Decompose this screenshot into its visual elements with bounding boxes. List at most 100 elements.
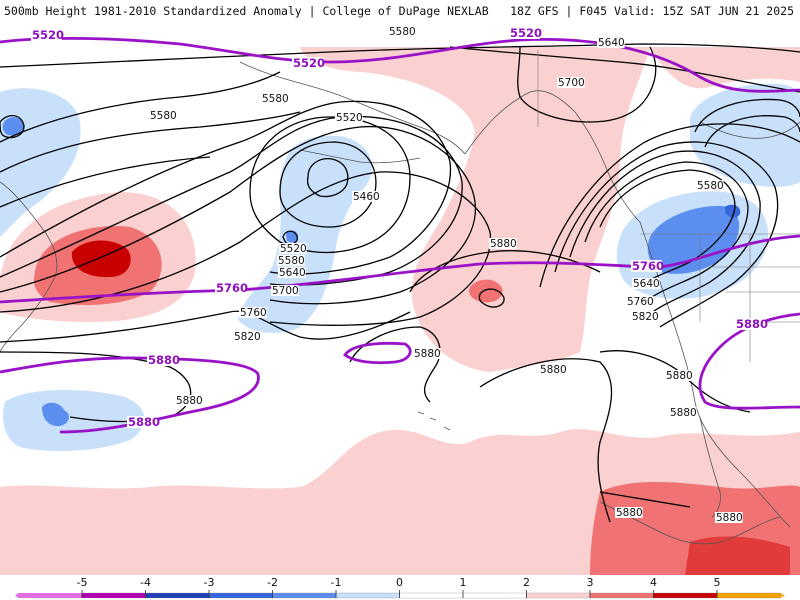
height-label-background [261, 93, 289, 104]
height-label-background [696, 180, 724, 191]
height-label-background [279, 243, 307, 254]
height-label: 5520 [336, 112, 363, 124]
height-label: 5880 [414, 348, 441, 360]
contour-hudson-low-2 [704, 115, 800, 148]
colorbar-segment [18, 593, 82, 598]
pos-anomaly-hudson [650, 47, 800, 89]
height-label: 5700 [558, 77, 585, 89]
positive-anomaly-shading [0, 47, 800, 575]
contour-5880-far-south [599, 491, 691, 508]
height-label-background [278, 267, 306, 278]
contour-ridge-5760 [554, 141, 779, 328]
height-label-background [413, 348, 441, 359]
colorbar-tick-label: 3 [587, 576, 594, 589]
contour-trough-5580 [0, 100, 452, 275]
contour-5700-alaska [517, 46, 657, 123]
contour-5580-bering [0, 71, 281, 143]
height-label: 5880 [666, 370, 693, 382]
coastline-west-coast [639, 221, 791, 528]
neg-anomaly-subtropical-core [42, 402, 69, 427]
coastline-siberia [239, 61, 466, 155]
height-label: 5820 [632, 311, 659, 323]
colorbar-ramp [15, 592, 785, 599]
contour-5580-north [0, 43, 800, 68]
highlight-height-label: 5760 [216, 281, 248, 295]
colorbar-segment [272, 592, 337, 599]
contour-5880-mid [409, 250, 601, 293]
anomaly-colorbar: -5 -4 -3 -2 -1 0 1 2 3 4 5 [0, 575, 800, 600]
highlight-label-background [147, 354, 178, 366]
coastline-kamchatka [0, 181, 58, 353]
contour-5880-pacific-high [349, 326, 441, 403]
colorbar-tick-label: 1 [460, 576, 467, 589]
contour-ridge-5640 [584, 161, 749, 303]
contour-ridge-5700 [569, 150, 761, 315]
coastline-aleutians [299, 149, 421, 164]
highlight-height-label: 5520 [293, 56, 325, 70]
height-contours [0, 43, 800, 523]
negative-anomaly-shading [0, 83, 800, 452]
height-label-background [271, 285, 299, 296]
highlight-label-background [631, 260, 662, 272]
colorbar-tick-label: -4 [140, 576, 151, 589]
colorbar-tick-label: 2 [523, 576, 530, 589]
contour-hudson-low [694, 98, 800, 133]
colorbar-segment [462, 592, 527, 599]
height-label: 5580 [389, 26, 416, 38]
height-label: 5580 [697, 180, 724, 192]
contour-5880-east [479, 358, 613, 523]
contour-ridge-5820 [539, 123, 800, 288]
height-label-background [615, 507, 643, 518]
height-label: 5640 [633, 278, 660, 290]
highlight-height-label: 5880 [148, 353, 180, 367]
height-label: 5880 [490, 238, 517, 250]
colorbar-segment [335, 592, 400, 599]
contour-trough-5760 [0, 171, 492, 326]
neg-anomaly-subtropical [3, 390, 145, 452]
colorbar-ticks: -5 -4 -3 -2 -1 0 1 2 3 4 5 [77, 576, 721, 598]
highlight-label-background [215, 282, 246, 294]
contour-5640-north [449, 46, 800, 93]
height-label: 5700 [272, 285, 299, 297]
colorbar-max-arrow [780, 593, 785, 598]
pos-anomaly-mid-pacific-core [469, 279, 503, 303]
height-label: 5580 [150, 110, 177, 122]
height-label-background [233, 331, 261, 342]
height-label: 5640 [279, 267, 306, 279]
colorbar-segment [399, 592, 464, 599]
height-label-background [489, 238, 517, 249]
coastline-hawaii [417, 411, 451, 431]
height-label: 5580 [278, 255, 305, 267]
colorbar-tick-label: 4 [650, 576, 657, 589]
highlight-label-background [127, 416, 158, 428]
contour-5880-west [0, 351, 192, 423]
colorbar-segment [208, 592, 273, 599]
highlight-label-background [31, 29, 62, 41]
contour-low-5520-outer [249, 116, 411, 254]
contour-5640-bering [0, 111, 301, 173]
height-label: 5760 [627, 296, 654, 308]
colorbar-segment [589, 592, 654, 599]
highlight-contour-5760 [0, 234, 800, 304]
height-label: 5580 [262, 93, 289, 105]
height-label-background [715, 512, 743, 523]
height-label: 5880 [670, 407, 697, 419]
height-label: 5880 [716, 512, 743, 524]
height-label-background [352, 191, 380, 202]
highlight-contour-5880-mid [343, 341, 412, 365]
height-label-background [335, 112, 363, 123]
boundary-us-states [699, 234, 800, 362]
height-label-background [632, 278, 660, 289]
contour-5700-bering [0, 156, 211, 208]
colorbar-tick-label: 0 [396, 576, 403, 589]
colorbar-segment [145, 592, 210, 599]
highlight-height-label: 5520 [32, 28, 64, 42]
colorbar-tick-label: -5 [77, 576, 88, 589]
highlight-height-label: 5760 [632, 259, 664, 273]
colorbar-segment [653, 592, 718, 599]
colorbar-tick-label: -3 [204, 576, 215, 589]
coastline-alaska [464, 90, 641, 223]
pos-anomaly-mexico-core [685, 536, 790, 575]
colorbar-tick-label: -1 [331, 576, 342, 589]
contour-5880-small [478, 288, 505, 308]
